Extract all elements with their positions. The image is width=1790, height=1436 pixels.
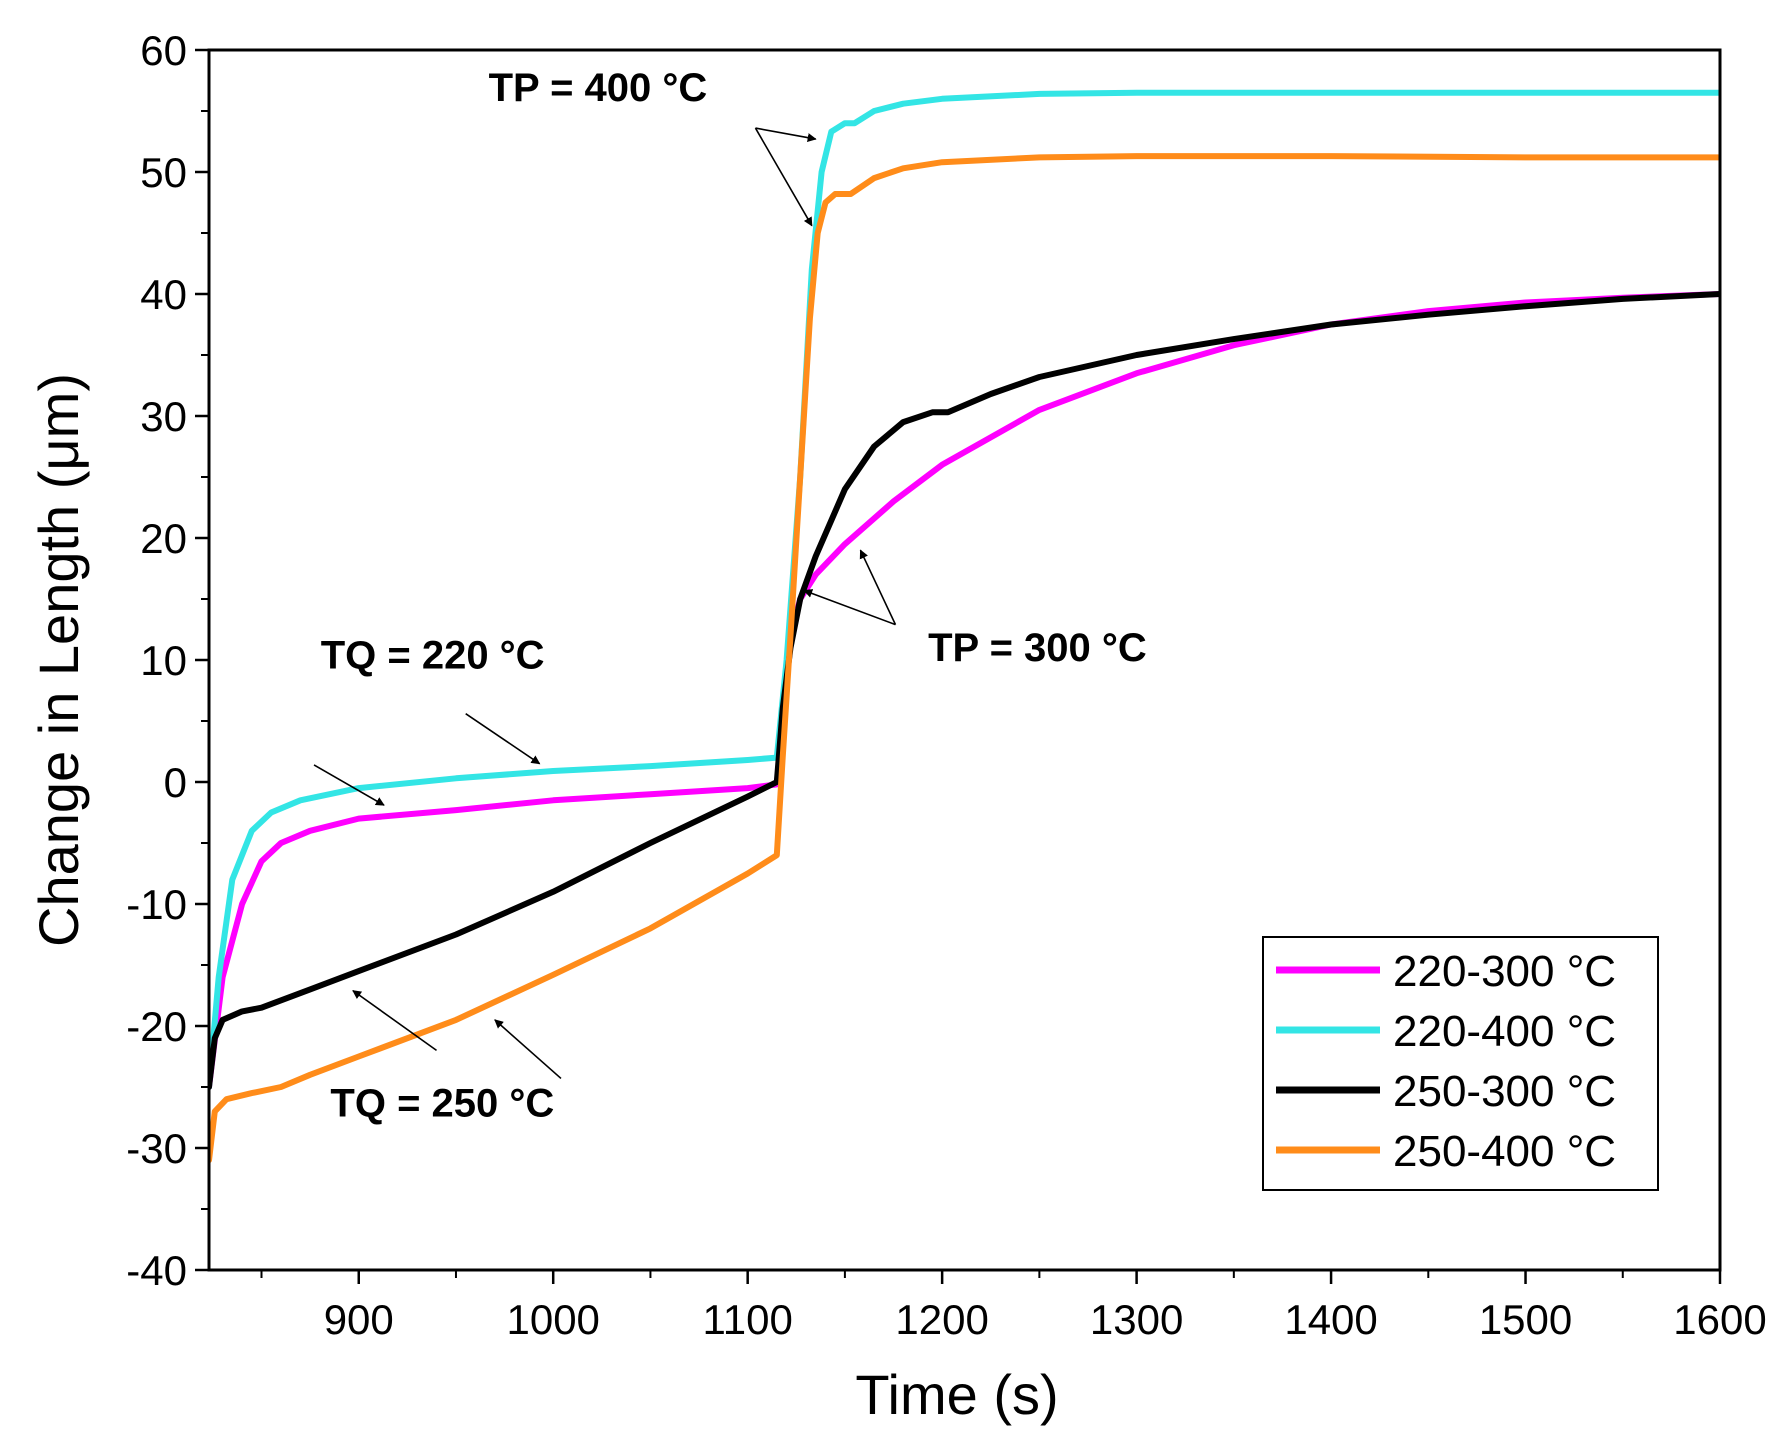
- series-line-250-300: [209, 291, 1720, 1090]
- x-tick-label: 1100: [703, 1296, 793, 1343]
- y-tick-label: -30: [126, 1125, 187, 1172]
- annotation-arrow: [494, 1019, 562, 1080]
- annotation-arrow: [803, 589, 896, 626]
- x-tick-label: 1300: [1090, 1296, 1183, 1343]
- annotation-arrow: [755, 127, 817, 143]
- y-tick-label: -40: [126, 1247, 187, 1294]
- y-axis: -40 -30 -20 -10 0 10 20 30 40 50 60: [126, 27, 209, 1294]
- y-tick-label: 10: [140, 637, 187, 684]
- annotation-label: TQ = 220 °C: [321, 634, 545, 678]
- y-tick-label: -20: [126, 1003, 187, 1050]
- y-tick-label: 60: [140, 27, 187, 74]
- legend-label: 250-300 °C: [1393, 1067, 1616, 1116]
- legend-label: 220-400 °C: [1393, 1007, 1616, 1056]
- annotation-arrow: [352, 989, 437, 1052]
- annotation-label: TQ = 250 °C: [330, 1081, 554, 1125]
- annotation-arrow: [754, 127, 813, 227]
- y-tick-label: 20: [140, 515, 187, 562]
- x-axis-title: Time (s): [855, 1363, 1058, 1426]
- annotation-arrow: [313, 764, 385, 806]
- series-layer: [209, 89, 1720, 1164]
- annotation-arrow: [465, 713, 541, 765]
- annotation-label: TP = 300 °C: [928, 626, 1147, 670]
- y-tick-label: 40: [140, 271, 187, 318]
- legend-label: 220-300 °C: [1393, 947, 1616, 996]
- annotation-layer: TP = 400 °C TP = 300 °C TQ = 220 °C TQ = 25…: [313, 66, 1147, 1125]
- series-line-250-400: [209, 153, 1720, 1164]
- x-axis: 900 1000 1100 1200 1300 1400 1500 1600: [260, 1270, 1767, 1343]
- y-tick-label: -10: [126, 881, 187, 928]
- x-tick-label: 1200: [895, 1296, 988, 1343]
- x-tick-label: 1500: [1479, 1296, 1572, 1343]
- y-tick-label: 30: [140, 393, 187, 440]
- legend-label: 250-400 °C: [1393, 1127, 1616, 1176]
- legend: 220-300 °C 220-400 °C 250-300 °C 250-400 °C: [1262, 936, 1659, 1191]
- x-tick-label: 1000: [506, 1296, 599, 1343]
- x-tick-label: 1600: [1673, 1296, 1766, 1343]
- y-tick-label: 50: [140, 149, 187, 196]
- y-axis-title: Change in Length (μm): [27, 373, 90, 947]
- annotation-arrow: [859, 549, 897, 625]
- x-tick-label: 1400: [1284, 1296, 1377, 1343]
- annotation-label: TP = 400 °C: [489, 66, 708, 110]
- x-tick-label: 900: [324, 1296, 394, 1343]
- y-tick-label: 0: [164, 759, 187, 806]
